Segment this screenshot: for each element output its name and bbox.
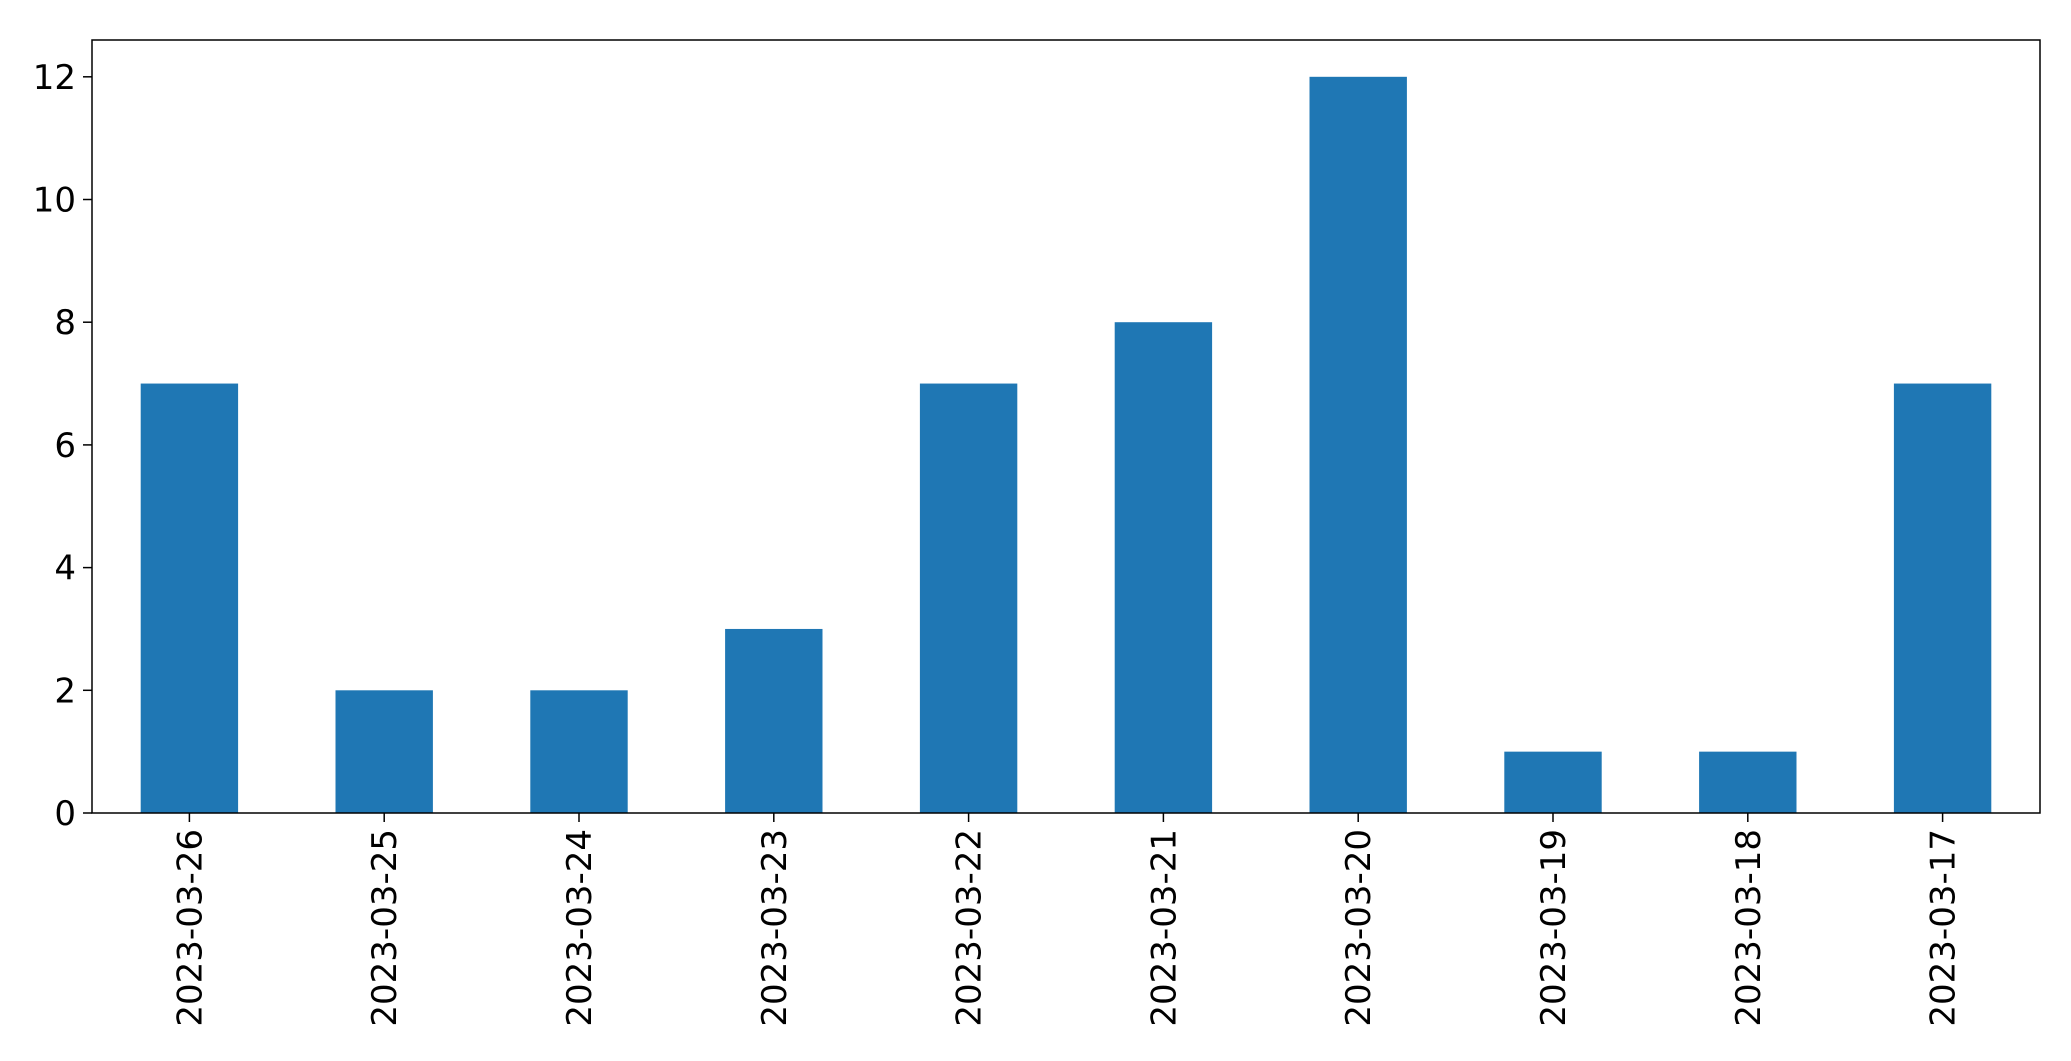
x-tick-label: 2023-03-22 (950, 829, 990, 1027)
plot-frame (91, 39, 2041, 814)
bar-2023-03-22 (919, 383, 1018, 813)
bar-2023-03-23 (725, 628, 823, 813)
bar-2023-03-18 (1699, 751, 1797, 813)
x-tick-label: 2023-03-20 (1339, 829, 1379, 1027)
bar-2023-03-19 (1504, 751, 1602, 813)
y-tick-label: 12 (33, 58, 76, 98)
bar-2023-03-20 (1309, 76, 1407, 814)
x-tick-label: 2023-03-21 (1144, 829, 1184, 1027)
x-tick-label: 2023-03-18 (1729, 829, 1769, 1027)
x-axis: 2023-03-26 2023-03-25 2023-03-24 2023-03-23… (170, 813, 1964, 1027)
y-tick-label: 2 (54, 671, 76, 711)
y-tick-label: 0 (54, 794, 76, 834)
x-tick-label: 2023-03-24 (560, 829, 600, 1027)
bar-2023-03-21 (1114, 322, 1213, 813)
bar-2023-03-25 (335, 690, 433, 813)
x-tick-label: 2023-03-25 (365, 829, 405, 1027)
x-tick-label: 2023-03-26 (170, 829, 210, 1027)
y-tick-label: 10 (33, 181, 76, 221)
bar-2023-03-24 (530, 690, 628, 813)
y-axis: 0 2 4 6 8 10 12 (33, 58, 92, 834)
y-tick-label: 6 (54, 426, 76, 466)
bars-group (140, 76, 1992, 814)
x-tick-label: 2023-03-19 (1534, 829, 1574, 1027)
y-tick-label: 4 (54, 549, 76, 589)
bar-2023-03-17 (1893, 383, 1992, 813)
x-tick-label: 2023-03-17 (1924, 829, 1964, 1027)
x-tick-label: 2023-03-23 (755, 829, 795, 1027)
bar-2023-03-26 (140, 383, 239, 813)
y-tick-label: 8 (54, 303, 76, 343)
